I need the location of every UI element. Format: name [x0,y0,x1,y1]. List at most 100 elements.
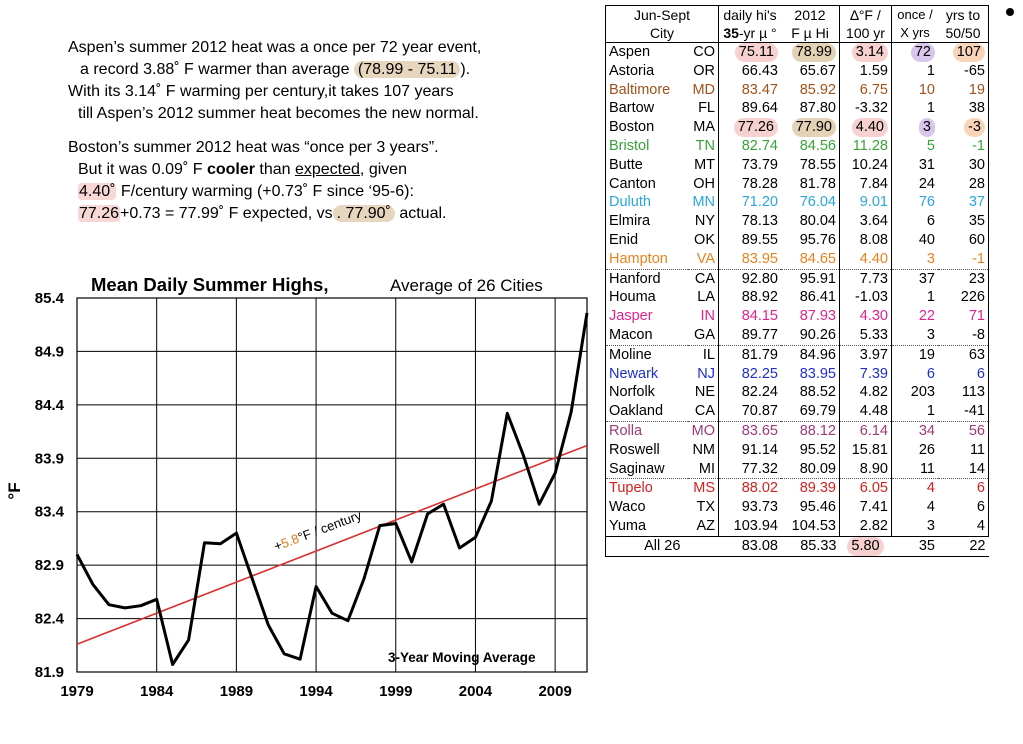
chart-annotation: 3-Year Moving Average [388,650,536,665]
aspen-line-1: Aspen’s summer 2012 heat was a once per … [68,39,482,56]
rate-cell: 7.39 [839,364,892,384]
header-35: 35 [723,25,739,41]
boston-avg-highlight: 77.26 [78,205,121,222]
header-35yr-rest: -yr µ ° [738,25,777,41]
boston-paragraph: Boston’s summer 2012 heat was “once per … [68,137,446,225]
boston-line-2: But it was 0.09˚ F cooler than expected,… [68,159,446,181]
x-tick-label: 1994 [299,683,333,700]
footer-city: All 26 [605,535,719,557]
once-cell-highlight: 72 [910,43,935,62]
y-tick-label: 82.9 [35,557,64,574]
hi2012-cell: 90.26 [799,326,836,343]
table-row: Macon GA 89.77 90.26 5.33 3 -8 [605,325,989,346]
avg-cell-highlight: 75.11 [734,43,778,62]
rate-cell: 8.08 [839,230,892,250]
state-cell: LA [697,289,715,306]
rate-cell: 15.81 [839,440,892,460]
yrs-cell: 37 [938,193,989,213]
state-cell: NJ [697,365,715,382]
city-cell: Butte [605,155,688,175]
hi2012-cell: 89.39 [781,478,840,499]
avg-cell: 83.47 [718,80,781,100]
city-cell: Macon [605,325,688,346]
state-cell: MS [688,478,719,499]
yrs-cell: 6 [938,498,989,517]
once-cell: 3 [891,516,938,537]
yrs-cell: -1 [938,136,989,156]
state-cell: TX [696,499,715,516]
once-cell: 1 [891,61,938,81]
city-cell: Hampton [605,249,688,270]
table-row: Astoria OR 66.43 65.67 1.59 1 -65 [605,61,989,81]
yrs-cell: -8 [938,325,989,346]
once-cell: 76 [891,193,938,213]
yrs-cell: 30 [938,155,989,175]
table-row: Elmira NY 78.13 80.04 3.64 6 35 [605,212,989,231]
header-mu-hi: F µ Hi [791,25,829,41]
state-cell: VA [696,250,715,267]
aspen-paragraph: Aspen’s summer 2012 heat was a once per … [68,37,481,125]
rate-cell: 4.30 [839,307,892,326]
header-once: once / [891,5,938,24]
hi2012-cell: 95.76 [799,231,836,248]
avg-cell: 73.79 [718,155,781,175]
footer-once: 35 [891,535,938,557]
once-cell: 6 [891,212,938,231]
boston-line-4b: +0.73 = 77.99˚ F expected, vs [120,205,333,222]
avg-cell: 89.55 [718,230,781,250]
y-tick-label: 85.4 [35,290,65,307]
avg-cell: 71.20 [718,193,781,213]
city-cell: Oakland [605,402,688,422]
chart-subtitle: Average of 26 Cities [390,276,543,295]
state-cell: MN [692,194,715,211]
state-cell: IN [700,308,716,325]
state-cell: MT [694,156,715,173]
hi2012-cell: 65.67 [799,62,836,79]
plot-frame [76,297,588,673]
aspen-line-4: till Aspen’s 2012 summer heat becomes th… [78,105,479,122]
x-tick-label: 2009 [538,683,571,700]
boston-line-4d: actual. [394,205,447,222]
rate-cell-highlight: 3.14 [851,43,888,62]
avg-cell: 77.32 [718,459,781,479]
yrs-cell: -3 [938,118,989,137]
avg-cell: 82.74 [718,136,781,156]
avg-cell: 78.28 [718,174,781,194]
yrs-cell: 28 [938,174,989,194]
avg-cell: 81.79 [718,344,781,365]
yrs-cell: 60 [938,230,989,250]
city-cell: Jasper [605,307,688,326]
hi2012-cell: 76.04 [799,194,836,211]
trend-line [76,444,588,645]
table-row: Houma LA 88.92 86.41 -1.03 1 226 [605,288,989,308]
yrs-cell: 6 [938,364,989,384]
hi2012-cell: 83.95 [799,365,836,382]
rate-cell: 7.41 [839,498,892,517]
boston-line-2e: , given [359,161,408,178]
table-row: Hampton VA 83.95 84.65 4.40 3 -1 [605,249,989,270]
avg-cell: 89.64 [718,99,781,119]
table-row: Saginaw MI 77.32 80.09 8.90 11 14 [605,459,989,479]
state-cell: FL [698,100,715,117]
once-cell: 22 [891,307,938,326]
city-cell: Waco [605,498,688,517]
footer-rate: 5.80 [839,535,892,557]
once-cell: 34 [891,420,938,441]
yrs-cell: 226 [938,288,989,308]
y-tick-label: 82.4 [35,611,65,628]
avg-cell: 93.73 [718,498,781,517]
state-cell: MD [692,81,715,98]
x-tick-labels: 1979 1984 1989 1994 1999 2004 2009 [60,683,572,700]
table-row: Newark NJ 82.25 83.95 7.39 6 6 [605,364,989,384]
city-cell: Canton [605,174,688,194]
rate-cell-highlight: 4.40 [851,118,888,137]
avg-cell: 82.25 [718,364,781,384]
city-cell: Saginaw [605,459,688,479]
table-row: Roswell NM 91.14 95.52 15.81 26 11 [605,440,989,460]
city-cell: Boston [605,118,688,137]
rate-cell: 7.84 [839,174,892,194]
once-cell: 5 [891,136,938,156]
header-delta: ∆°F / [839,5,892,24]
hi2012-cell: 78.99 [781,41,840,62]
city-cell: Astoria [605,61,688,81]
